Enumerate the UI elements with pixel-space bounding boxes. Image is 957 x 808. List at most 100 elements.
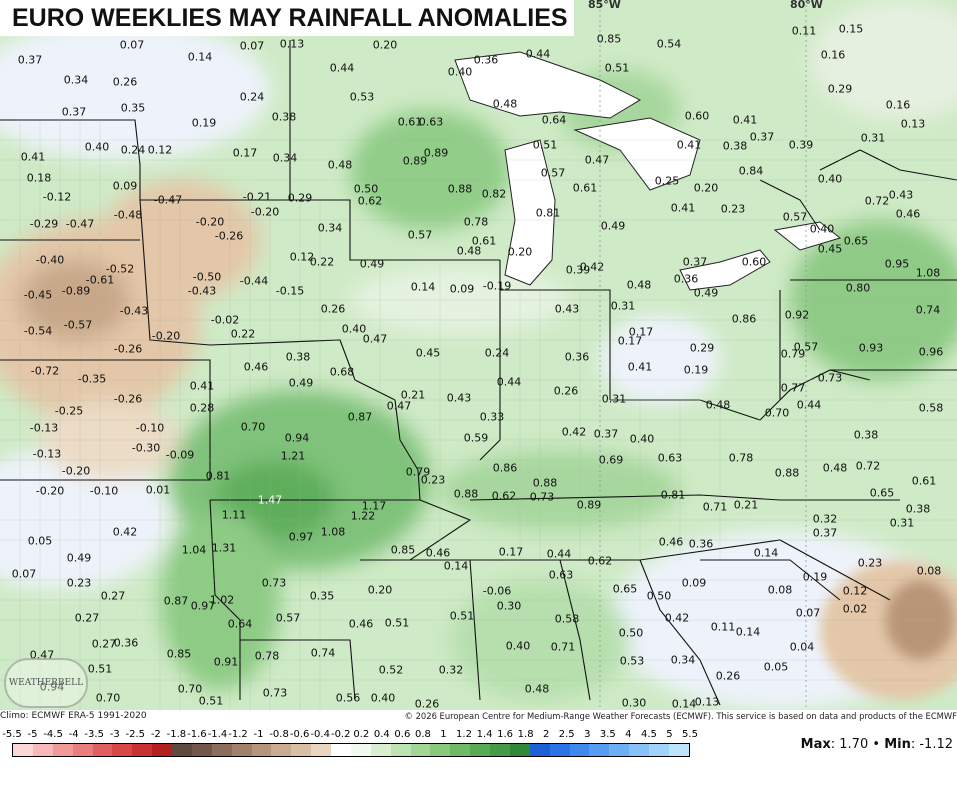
anomaly-value: 0.82 (481, 187, 507, 201)
anomaly-value: 0.40 (629, 432, 655, 446)
anomaly-value: 0.63 (657, 451, 683, 465)
anomaly-value: 0.72 (855, 459, 881, 473)
anomaly-value: 0.47 (386, 399, 412, 413)
anomaly-value: 0.12 (289, 250, 315, 264)
anomaly-value: 0.16 (885, 98, 911, 112)
anomaly-value: 1.17 (361, 499, 387, 513)
anomaly-value: 0.13 (900, 117, 926, 131)
anomaly-value: 0.33 (479, 410, 505, 424)
legend-swatch (350, 744, 371, 756)
anomaly-value: 0.19 (683, 363, 709, 377)
anomaly-value: 0.28 (189, 401, 215, 415)
anomaly-value: 0.86 (492, 461, 518, 475)
anomaly-value: 1.22 (350, 509, 376, 523)
anomaly-value: 0.13 (279, 37, 305, 51)
anomaly-value: 0.61 (911, 474, 937, 488)
anomaly-value: 0.63 (548, 568, 574, 582)
anomaly-value: 0.22 (230, 327, 256, 341)
anomaly-value: -0.26 (214, 229, 244, 243)
legend-swatch (450, 744, 471, 756)
anomaly-value: 0.92 (784, 308, 810, 322)
anomaly-value: 0.62 (491, 489, 517, 503)
anomaly-value: 0.31 (860, 131, 886, 145)
anomaly-value: -0.06 (482, 584, 512, 598)
anomaly-value: 0.94 (284, 431, 310, 445)
anomaly-value: 0.20 (693, 181, 719, 195)
anomaly-value: 0.68 (329, 365, 355, 379)
anomaly-value: -0.44 (239, 274, 269, 288)
anomaly-value: 0.24 (239, 90, 265, 104)
anomaly-value: 0.37 (749, 130, 775, 144)
legend-label: 1 (440, 729, 447, 740)
anomaly-value: 0.14 (735, 625, 761, 639)
anomaly-value: -0.30 (131, 441, 161, 455)
anomaly-value: 0.70 (95, 691, 121, 705)
anomaly-value: 0.02 (842, 602, 868, 616)
anomaly-value: 0.09 (681, 576, 707, 590)
anomaly-value: 0.71 (550, 640, 576, 654)
anomaly-value: 0.88 (532, 476, 558, 490)
anomaly-value: 0.65 (843, 234, 869, 248)
anomaly-value: 0.70 (240, 420, 266, 434)
legend-swatch (410, 744, 431, 756)
anomaly-value: -0.61 (85, 273, 115, 287)
anomaly-value: 0.30 (621, 696, 647, 710)
legend-swatch (390, 744, 411, 756)
anomaly-value: 0.94 (39, 680, 65, 694)
anomaly-value: 1.21 (280, 449, 306, 463)
anomaly-value: 0.42 (664, 611, 690, 625)
anomaly-value: -0.25 (54, 404, 84, 418)
anomaly-value: 0.05 (763, 660, 789, 674)
legend-label: -0.4 (310, 729, 330, 740)
anomaly-value: 0.84 (738, 164, 764, 178)
anomaly-value: 0.48 (626, 278, 652, 292)
anomaly-value: 0.73 (261, 576, 287, 590)
legend-swatch (191, 744, 212, 756)
anomaly-value: 0.88 (447, 182, 473, 196)
anomaly-value: 0.23 (720, 202, 746, 216)
anomaly-value: 0.36 (564, 350, 590, 364)
anomaly-value: 0.46 (895, 207, 921, 221)
anomaly-value: 0.42 (579, 260, 605, 274)
anomaly-value: 0.38 (853, 428, 879, 442)
anomaly-value: 0.37 (61, 105, 87, 119)
anomaly-value: 0.78 (728, 451, 754, 465)
anomaly-value: 0.43 (888, 188, 914, 202)
anomaly-value: 0.14 (671, 697, 697, 711)
legend-label: -4.5 (43, 729, 63, 740)
legend-swatch (430, 744, 451, 756)
legend-swatch (331, 744, 351, 756)
anomaly-value: 0.73 (529, 490, 555, 504)
anomaly-value: 0.97 (288, 530, 314, 544)
anomaly-value: 0.17 (232, 146, 258, 160)
climatology-credit: Climo: ECMWF ERA-5 1991-2020 (0, 711, 147, 721)
legend-label: 0.4 (373, 729, 390, 740)
anomaly-value: 0.86 (731, 312, 757, 326)
anomaly-value: 0.32 (812, 512, 838, 526)
anomaly-value: 0.23 (420, 473, 446, 487)
max-min-stats: Max: 1.70 • Min: -1.12 (800, 737, 953, 752)
anomaly-value: 0.51 (449, 609, 475, 623)
anomaly-value: 0.74 (915, 303, 941, 317)
anomaly-value: 0.07 (11, 567, 37, 581)
legend-swatch (649, 744, 669, 756)
anomaly-value: 0.23 (66, 576, 92, 590)
anomaly-value: 0.50 (353, 182, 379, 196)
legend-swatch (211, 744, 232, 756)
longitude-label-85w: 85°W (588, 0, 621, 11)
anomaly-value: -0.72 (30, 364, 60, 378)
anomaly-value: 0.18 (26, 171, 52, 185)
anomaly-value: 0.96 (918, 345, 944, 359)
anomaly-value: 0.37 (682, 255, 708, 269)
anomaly-value: -0.40 (35, 253, 65, 267)
anomaly-value: 0.43 (446, 391, 472, 405)
anomaly-value: -0.57 (63, 318, 93, 332)
anomaly-value: 0.11 (710, 620, 736, 634)
anomaly-value: 0.42 (561, 425, 587, 439)
anomaly-value: -0.20 (250, 205, 280, 219)
legend-label: -0.8 (269, 729, 289, 740)
anomaly-value: 0.62 (587, 554, 613, 568)
anomaly-value: 0.07 (795, 606, 821, 620)
anomaly-value: 0.52 (378, 663, 404, 677)
map-title: EURO WEEKLIES MAY RAINFALL ANOMALIES (0, 0, 574, 36)
